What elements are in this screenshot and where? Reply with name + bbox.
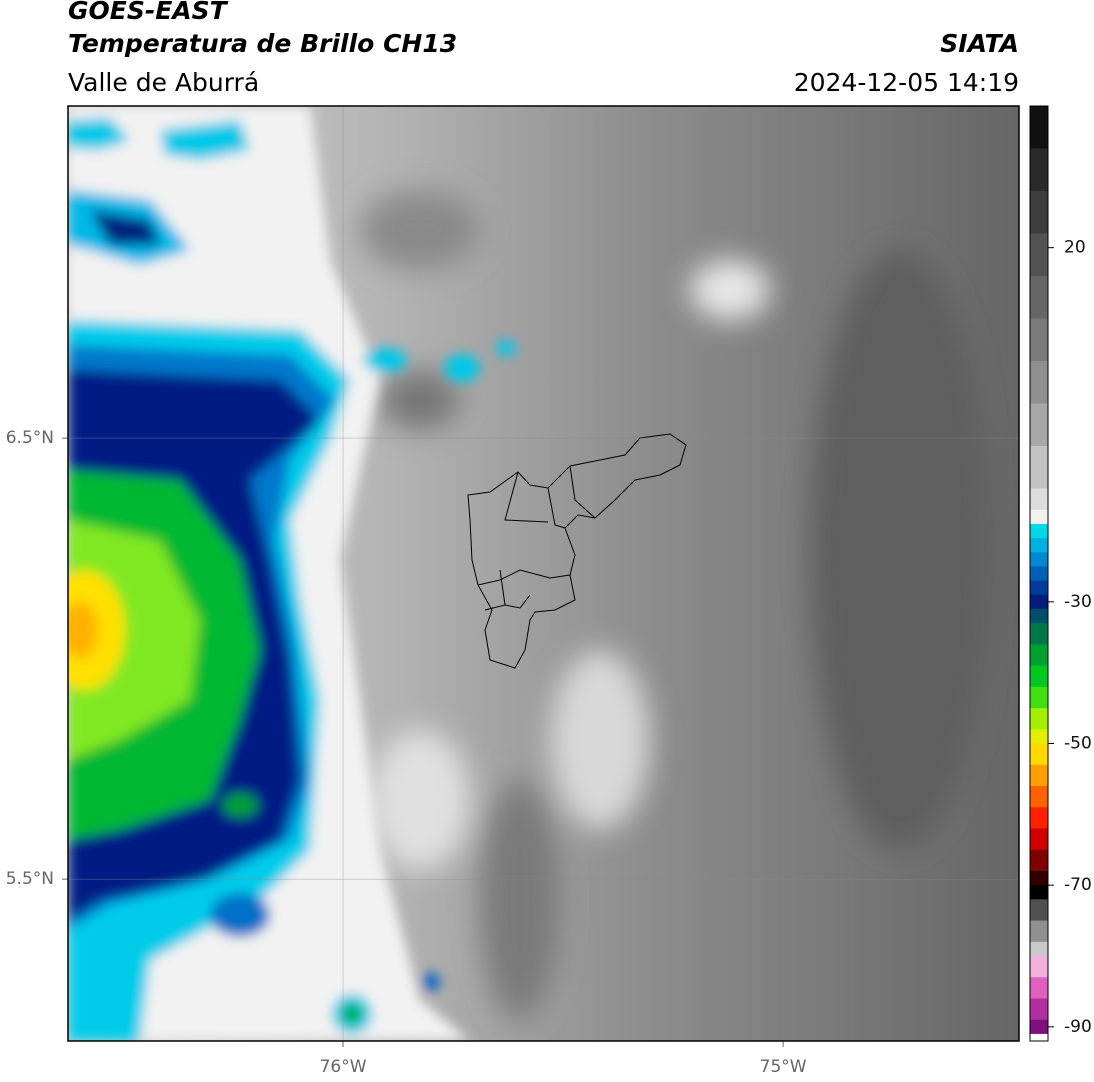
colorbar-band — [1030, 743, 1048, 766]
colorbar-band — [1030, 941, 1048, 957]
subtitle: Temperatura de Brillo CH13 — [68, 29, 457, 58]
colorbar-band — [1030, 786, 1048, 808]
lat-tick-label: 5.5°N — [6, 869, 54, 889]
clouds — [68, 106, 516, 1041]
colorbar-band — [1030, 708, 1048, 730]
colorbar-band — [1030, 191, 1048, 234]
colorbar-band — [1030, 488, 1048, 511]
colorbar-band — [1030, 361, 1048, 404]
colorbar-band — [1030, 552, 1048, 567]
colorbar-band — [1030, 580, 1048, 596]
grid: 76°W 75°W 6.5°N 5.5°N — [6, 106, 1019, 1077]
colorbar-tick-label: -90 — [1064, 1017, 1092, 1037]
colorbar-band — [1030, 276, 1048, 319]
colorbar-band — [1030, 1019, 1048, 1035]
colorbar-band — [1030, 828, 1048, 851]
source: SIATA — [940, 29, 1019, 58]
colorbar-band — [1030, 403, 1048, 447]
lat-tick-label: 6.5°N — [6, 428, 54, 448]
colorbar-band — [1030, 446, 1048, 489]
colorbar-band — [1030, 665, 1048, 688]
colorbar-band — [1030, 885, 1048, 900]
colorbar-band — [1030, 920, 1048, 943]
colorbar: 20 -30 -50 -70 -90 — [1030, 106, 1092, 1042]
colorbar-band — [1030, 871, 1048, 886]
colorbar-tick-label: -70 — [1064, 875, 1092, 895]
colorbar-band — [1030, 318, 1048, 362]
colorbar-band — [1030, 523, 1048, 539]
title: GOES-EAST — [68, 0, 229, 25]
colorbar-band — [1030, 764, 1048, 787]
colorbar-frame — [1029, 105, 1049, 1042]
colorbar-band — [1030, 509, 1048, 525]
map-frame — [67, 105, 1020, 1042]
colorbar-band — [1030, 686, 1048, 709]
colorbar-band — [1030, 729, 1048, 744]
colorbar-band — [1030, 899, 1048, 922]
lon-tick-label: 75°W — [760, 1057, 807, 1077]
colorbar-band — [1030, 233, 1048, 277]
colorbar-band — [1030, 1033, 1048, 1042]
datetime: 2024-12-05 14:19 — [794, 68, 1019, 97]
colorbar-tick-label: -50 — [1064, 734, 1092, 754]
colorbar-band — [1030, 849, 1048, 872]
colorbar-band — [1030, 956, 1048, 978]
colorbar-band — [1030, 998, 1048, 1021]
map-image — [68, 106, 1019, 1041]
lon-tick-label: 76°W — [320, 1057, 367, 1077]
colorbar-band — [1030, 807, 1048, 829]
municipal-boundaries — [467, 433, 687, 669]
colorbar-tick-label: 20 — [1064, 238, 1086, 258]
colorbar-band — [1030, 608, 1048, 624]
colorbar-band — [1030, 538, 1048, 553]
colorbar-band — [1030, 148, 1048, 192]
texture — [360, 190, 990, 1020]
colorbar-band — [1030, 594, 1048, 610]
colorbar-band — [1030, 106, 1048, 149]
colorbar-band — [1030, 977, 1048, 999]
colorbar-band — [1030, 623, 1048, 645]
region: Valle de Aburrá — [68, 68, 259, 97]
colorbar-band — [1030, 566, 1048, 582]
colorbar-band — [1030, 644, 1048, 667]
colorbar-tick-label: -30 — [1064, 592, 1092, 612]
